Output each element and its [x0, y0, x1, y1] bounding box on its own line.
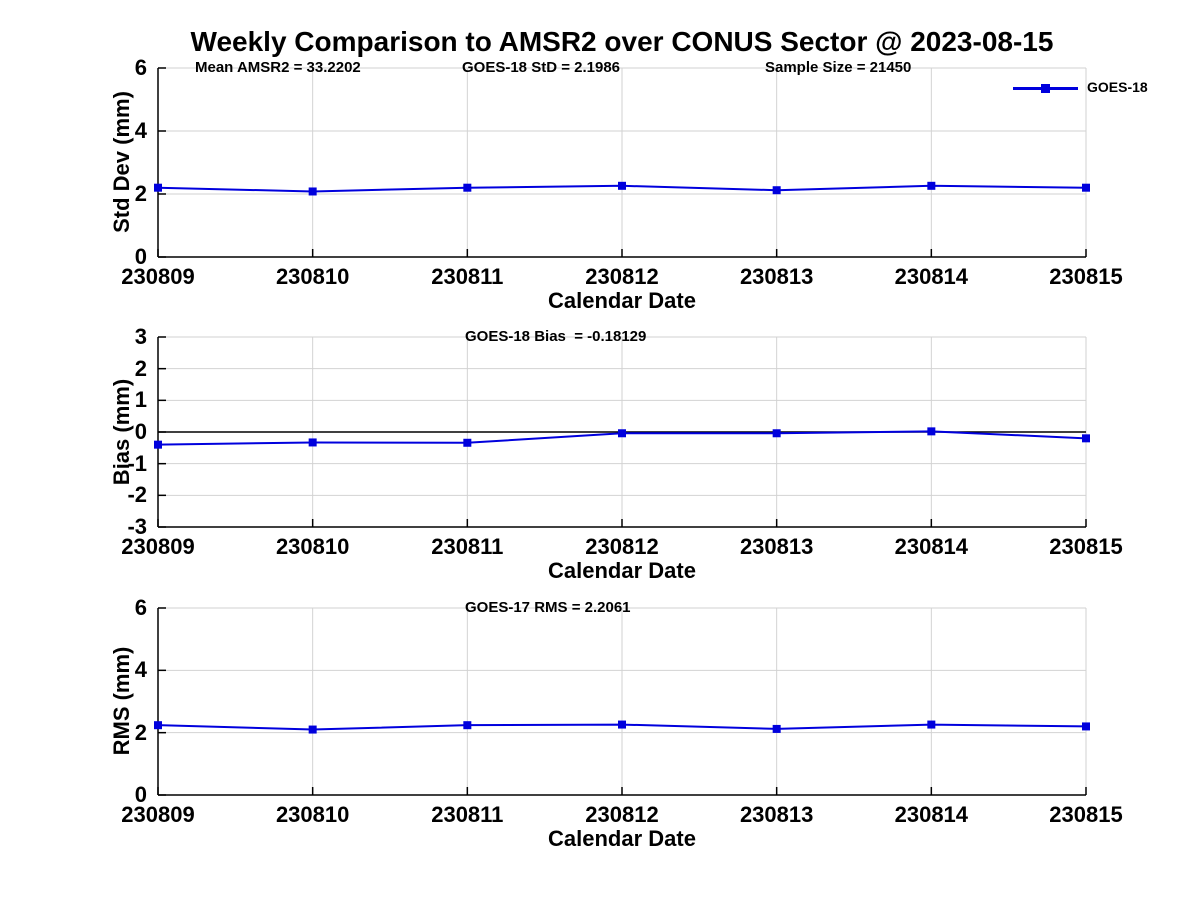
x-tick-label: 230815	[1049, 264, 1123, 289]
y-tick-label: 4	[134, 657, 147, 683]
data-point-marker	[463, 721, 472, 730]
x-axis-label-calendar-date: Calendar Date	[548, 558, 696, 583]
stat-annotation-goes18-std: GOES-18 StD = 2.1986	[462, 59, 620, 76]
data-point-marker	[927, 181, 936, 190]
data-point-marker	[1082, 183, 1090, 192]
data-point-marker	[927, 427, 936, 436]
y-tick-label: 6	[134, 55, 147, 80]
data-point-marker	[618, 720, 626, 729]
stat-annotation-mean-amsr2: Mean AMSR2 = 33.2202	[195, 59, 361, 76]
y-tick-label: -1	[127, 450, 147, 476]
data-point-marker	[154, 721, 162, 730]
y-tick-label: 4	[134, 118, 147, 143]
x-tick-label: 230809	[121, 534, 195, 559]
y-tick-label: 2	[134, 355, 147, 381]
legend-marker-icon	[1041, 84, 1050, 93]
y-tick-label: 1	[134, 387, 147, 413]
data-point-marker	[308, 187, 317, 196]
x-tick-label: 230815	[1049, 802, 1123, 827]
x-tick-label: 230814	[894, 802, 969, 827]
data-point-marker	[927, 720, 936, 729]
y-tick-label: 0	[134, 244, 147, 269]
data-point-marker	[463, 183, 472, 192]
y-tick-label: 3	[134, 324, 147, 349]
data-point-marker	[618, 181, 626, 190]
x-tick-label: 230810	[275, 264, 350, 289]
x-tick-label: 230811	[431, 534, 504, 559]
x-tick-label: 230812	[585, 264, 659, 289]
data-point-marker	[308, 725, 317, 734]
y-tick-label: -2	[127, 482, 147, 508]
stat-annotation-sample-size: Sample Size = 21450	[765, 59, 912, 76]
figure-title: Weekly Comparison to AMSR2 over CONUS Se…	[190, 26, 1054, 57]
legend-label: GOES-18	[1087, 79, 1148, 95]
x-tick-label: 230812	[585, 534, 659, 559]
x-tick-label: 230811	[431, 802, 504, 827]
data-point-marker	[463, 438, 472, 447]
x-tick-label: 230810	[275, 534, 350, 559]
x-tick-label: 230813	[739, 802, 814, 827]
data-point-marker	[1082, 434, 1090, 443]
x-tick-label: 230810	[275, 802, 350, 827]
x-tick-label: 230809	[121, 264, 195, 289]
x-axis-label-calendar-date: Calendar Date	[548, 826, 696, 851]
y-tick-label: 6	[134, 595, 147, 620]
x-tick-label: 230812	[585, 802, 659, 827]
data-point-marker	[772, 429, 781, 438]
x-tick-label: 230811	[431, 264, 504, 289]
data-point-marker	[154, 183, 162, 192]
x-tick-label: 230813	[739, 264, 814, 289]
data-point-marker	[772, 724, 781, 733]
data-point-marker	[772, 186, 781, 195]
x-tick-label: 230813	[739, 534, 814, 559]
x-axis-label-calendar-date: Calendar Date	[548, 288, 696, 313]
y-tick-label: 2	[134, 181, 147, 206]
data-point-marker	[1082, 722, 1090, 731]
stat-annotation-goes17-rms: GOES-17 RMS = 2.2061	[465, 599, 631, 616]
y-tick-label: 2	[134, 719, 147, 745]
x-tick-label: 230815	[1049, 534, 1123, 559]
x-tick-label: 230809	[121, 802, 195, 827]
x-tick-label: 230814	[894, 534, 969, 559]
data-point-marker	[154, 440, 162, 449]
y-tick-label: 0	[134, 419, 147, 444]
data-point-marker	[618, 429, 626, 438]
stat-annotation-goes18-bias: GOES-18 Bias = -0.18129	[465, 328, 647, 345]
y-tick-label: 0	[134, 782, 147, 807]
data-point-marker	[308, 438, 317, 447]
x-tick-label: 230814	[894, 264, 969, 289]
y-tick-label: -3	[127, 514, 147, 539]
